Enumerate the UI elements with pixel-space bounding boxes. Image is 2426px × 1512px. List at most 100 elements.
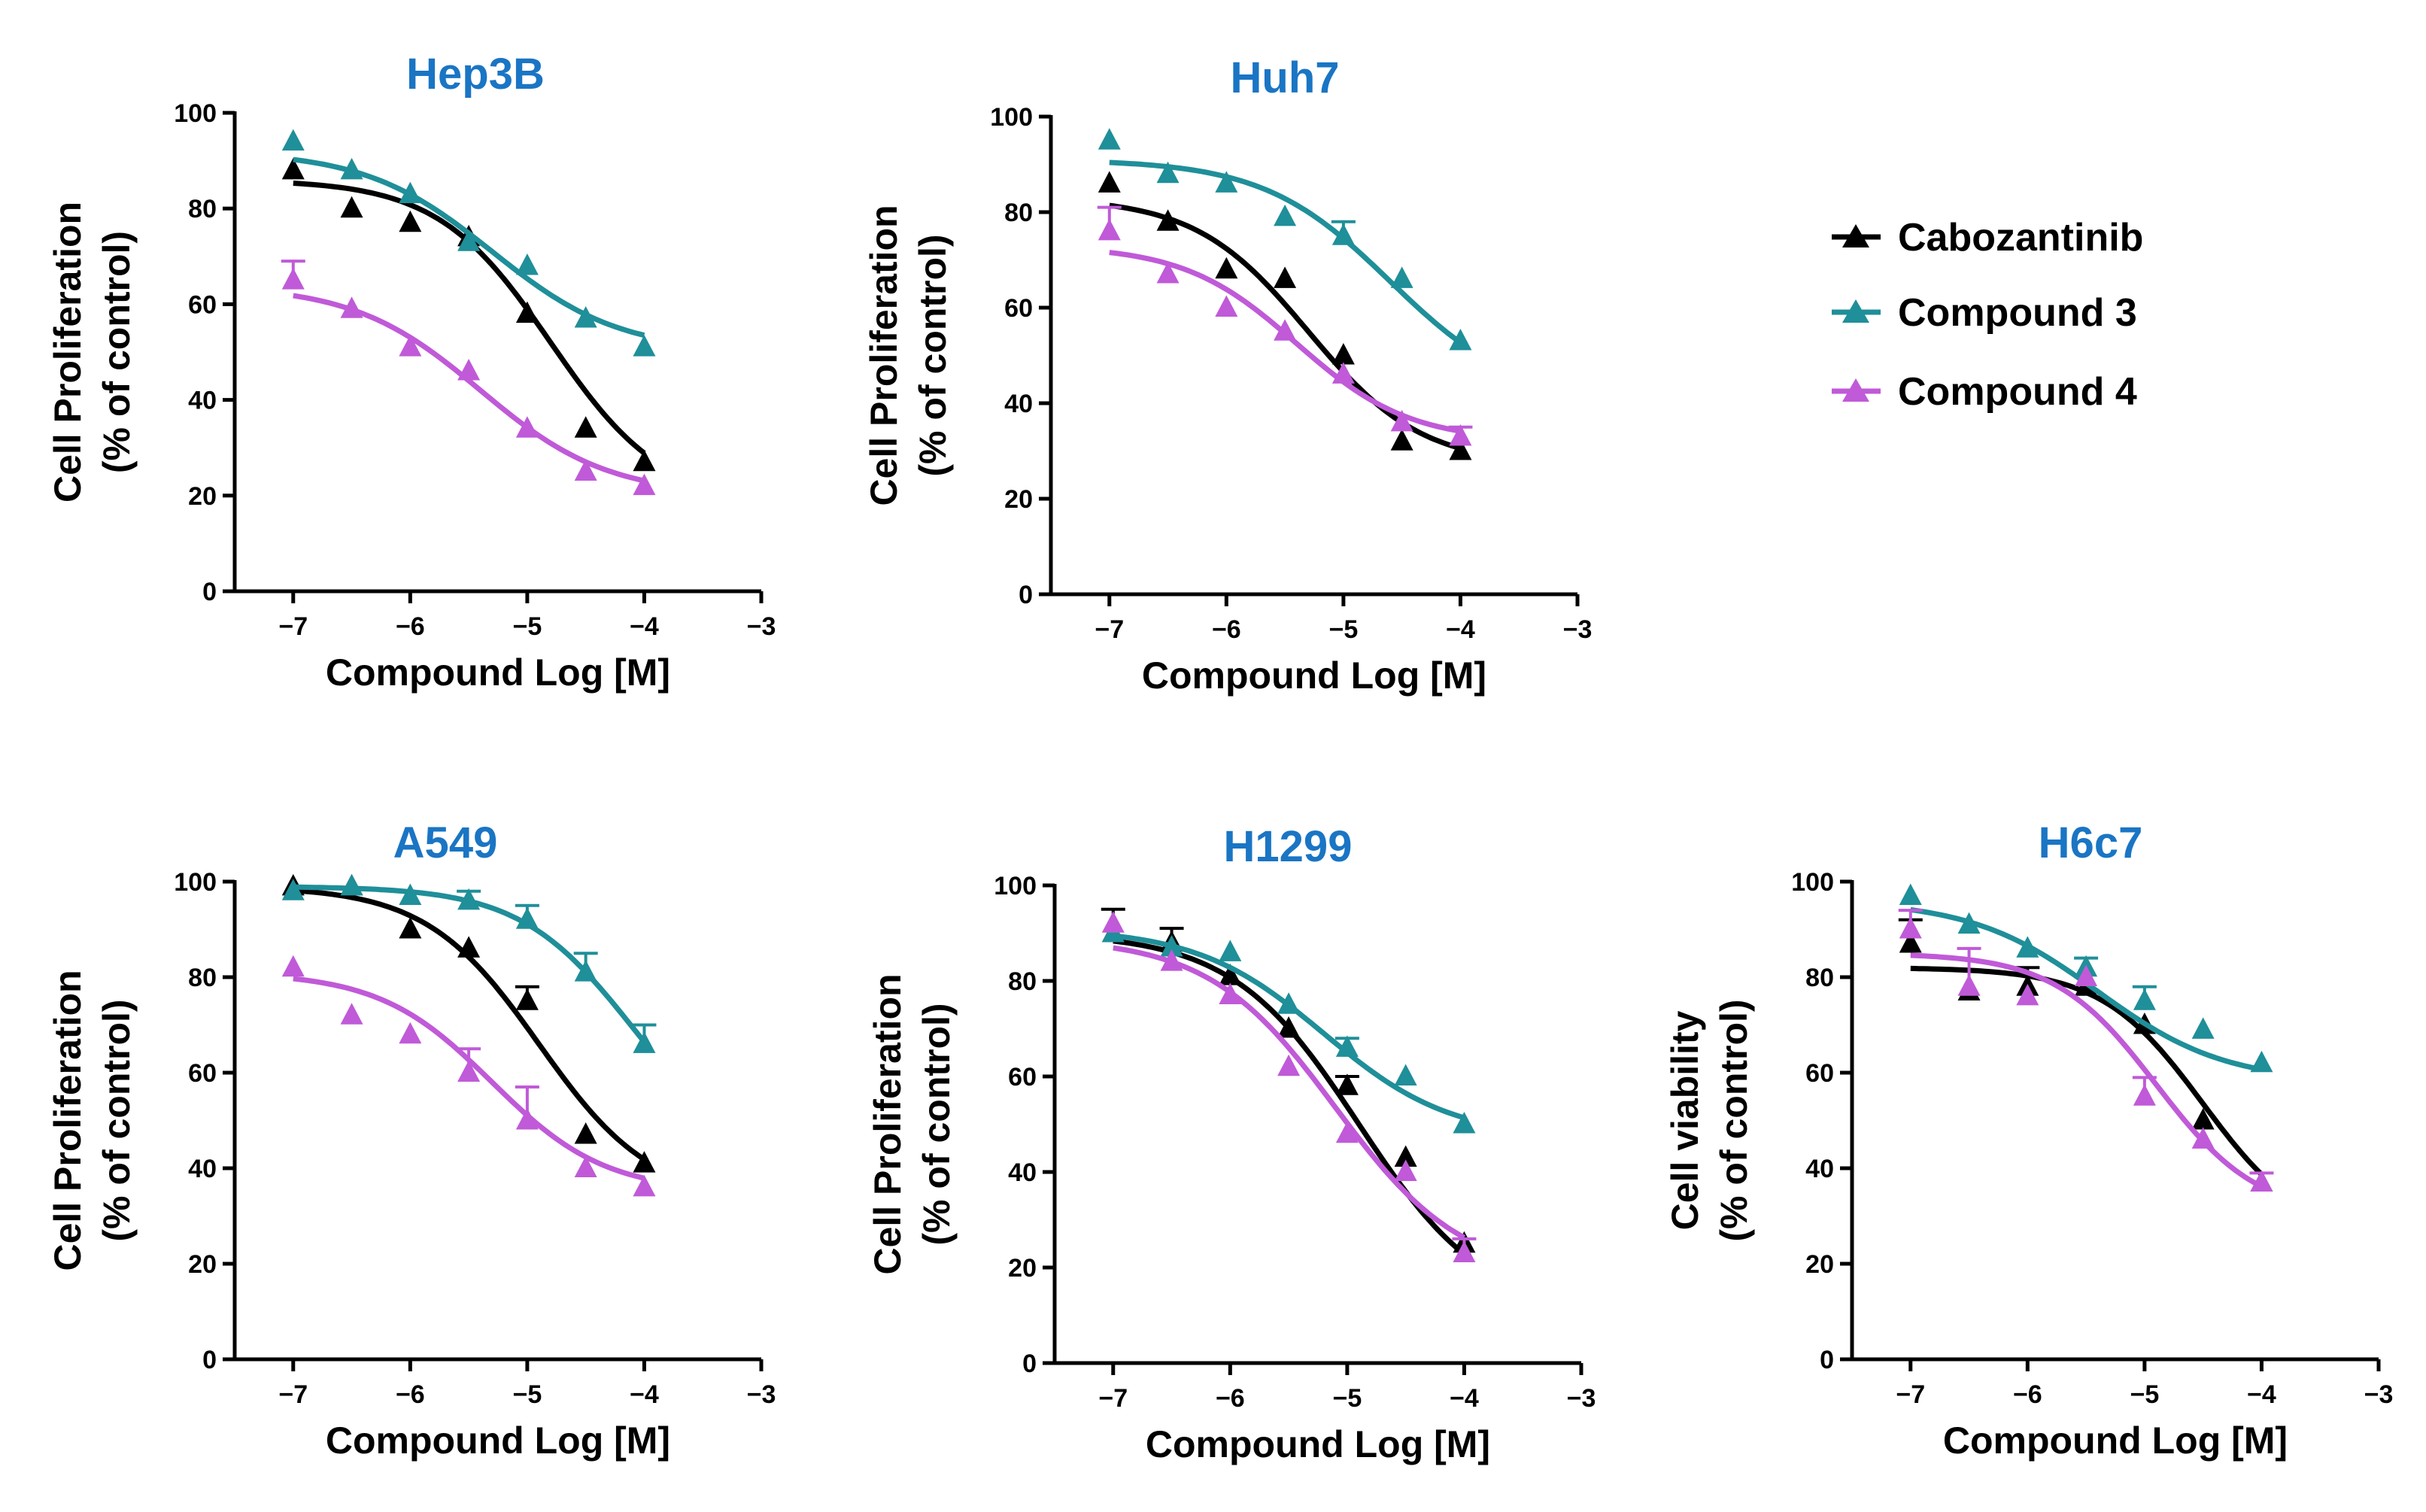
x-axis-label: Compound Log [M] (326, 1419, 670, 1462)
data-point-compound-4 (1449, 424, 1472, 446)
data-point-cabozantinib (1390, 429, 1413, 451)
data-point-compound-3 (457, 888, 481, 910)
data-point-compound-3 (1160, 935, 1183, 957)
y-tick-label: 80 (1004, 199, 1033, 227)
data-point-cabozantinib (399, 210, 422, 232)
x-axis-label: Compound Log [M] (1943, 1419, 2288, 1462)
x-axis-label: Compound Log [M] (1146, 1423, 1490, 1465)
data-point-compound-4 (1098, 218, 1121, 241)
y-tick-label: 100 (174, 99, 217, 128)
data-point-compound-4 (1215, 295, 1238, 317)
x-tick-label: −6 (1212, 615, 1241, 644)
y-tick-label: 40 (1008, 1158, 1037, 1187)
data-point-compound-3 (515, 254, 539, 275)
data-point-cabozantinib (1394, 1145, 1417, 1167)
y-tick-label: 40 (1805, 1155, 1834, 1183)
data-point-cabozantinib (1449, 439, 1472, 460)
chart-h6c7: H6c7 0 20 40 60 80 100 −7 −6 −5 −4 −3 Compound Log [… (1664, 818, 2393, 1462)
y-tick-label: 0 (1019, 581, 1033, 609)
x-tick-label: −5 (513, 612, 542, 641)
data-point-compound-4 (1957, 974, 1981, 996)
data-point-compound-4 (1160, 949, 1183, 971)
x-tick-label: −7 (1098, 1384, 1128, 1413)
x-tick-label: −7 (278, 1380, 308, 1409)
x-tick-label: −7 (1896, 1380, 1925, 1409)
data-point-compound-4 (2250, 1170, 2273, 1192)
data-point-compound-4 (1453, 1240, 1476, 1262)
y-tick-label: 40 (188, 1155, 217, 1183)
data-point-compound-4 (399, 1022, 422, 1044)
y-tick-label: 20 (1805, 1250, 1834, 1279)
y-tick-label: 40 (1004, 390, 1033, 418)
data-point-compound-4 (281, 955, 305, 977)
data-point-compound-3 (1098, 128, 1121, 150)
chart-title: H1299 (1224, 822, 1353, 871)
data-point-compound-4 (340, 1003, 363, 1025)
series-compound-4 (1097, 205, 1473, 446)
data-point-cabozantinib (515, 988, 539, 1010)
y-axis-label: Cell Proliferation (867, 973, 909, 1274)
series-compound-4 (1101, 911, 1477, 1262)
y-tick-label: 60 (188, 290, 217, 319)
y-axis-label: Cell Proliferation (47, 202, 89, 502)
fit-curve-cabozantinib (293, 888, 646, 1162)
data-point-compound-4 (399, 335, 422, 357)
legend: Cabozantinib Compound 3 Compound 4 (1832, 216, 2143, 414)
data-point-compound-4 (2016, 983, 2039, 1006)
data-point-compound-4 (281, 268, 305, 290)
data-point-compound-3 (574, 305, 597, 328)
x-tick-label: −4 (630, 1380, 659, 1409)
x-tick-label: −6 (1216, 1384, 1245, 1413)
y-tick-label: 0 (1022, 1350, 1037, 1378)
chart-title: H6c7 (2039, 818, 2143, 867)
y-tick-label: 80 (188, 195, 217, 223)
data-point-compound-3 (1215, 171, 1238, 193)
data-point-compound-4 (1331, 362, 1355, 384)
data-point-cabozantinib (633, 1151, 656, 1173)
data-point-cabozantinib (515, 301, 539, 323)
data-point-compound-3 (1277, 992, 1301, 1014)
data-point-compound-3 (1335, 1035, 1359, 1057)
data-point-compound-3 (1899, 883, 1922, 906)
data-point-cabozantinib (1098, 171, 1121, 193)
chart-title: Huh7 (1231, 53, 1340, 102)
x-tick-label: −5 (1329, 615, 1359, 644)
data-point-compound-4 (2191, 1127, 2215, 1149)
chart-title: Hep3B (406, 50, 545, 99)
data-point-cabozantinib (574, 416, 597, 438)
chart-title: A549 (393, 818, 498, 867)
y-tick-label: 0 (202, 578, 217, 606)
x-tick-label: −6 (396, 612, 425, 641)
data-point-compound-4 (574, 1155, 597, 1177)
data-point-compound-3 (2016, 936, 2039, 958)
data-point-cabozantinib (457, 936, 481, 958)
data-point-compound-4 (1899, 917, 1922, 939)
legend-label-compound-4: Compound 4 (1898, 370, 2137, 414)
data-point-cabozantinib (1274, 266, 1297, 288)
data-point-compound-3 (399, 883, 422, 906)
x-tick-label: −4 (2247, 1380, 2276, 1409)
y-tick-label: 80 (1008, 967, 1037, 996)
y-tick-label: 60 (1008, 1063, 1037, 1091)
y-axis-label-units: (% of control) (96, 231, 138, 473)
data-point-cabozantinib (1277, 1016, 1301, 1038)
data-point-cabozantinib (1899, 931, 1922, 953)
y-tick-label: 0 (202, 1346, 217, 1374)
data-point-cabozantinib (1156, 209, 1180, 231)
x-tick-label: −5 (513, 1380, 542, 1409)
y-axis-label: Cell Proliferation (47, 970, 89, 1271)
data-point-compound-3 (1449, 328, 1472, 351)
x-axis-label: Compound Log [M] (326, 651, 670, 694)
x-tick-label: −6 (2013, 1380, 2042, 1409)
data-point-cabozantinib (633, 449, 656, 472)
y-tick-label: 80 (1805, 964, 1834, 992)
data-point-cabozantinib (574, 1122, 597, 1144)
x-tick-label: −6 (396, 1380, 425, 1409)
x-tick-label: −4 (630, 612, 659, 641)
x-tick-label: −7 (1095, 615, 1124, 644)
legend-marker-compound-4 (1842, 378, 1869, 402)
data-point-compound-3 (457, 229, 481, 251)
data-point-compound-3 (281, 879, 305, 900)
series-compound-4 (281, 955, 656, 1197)
